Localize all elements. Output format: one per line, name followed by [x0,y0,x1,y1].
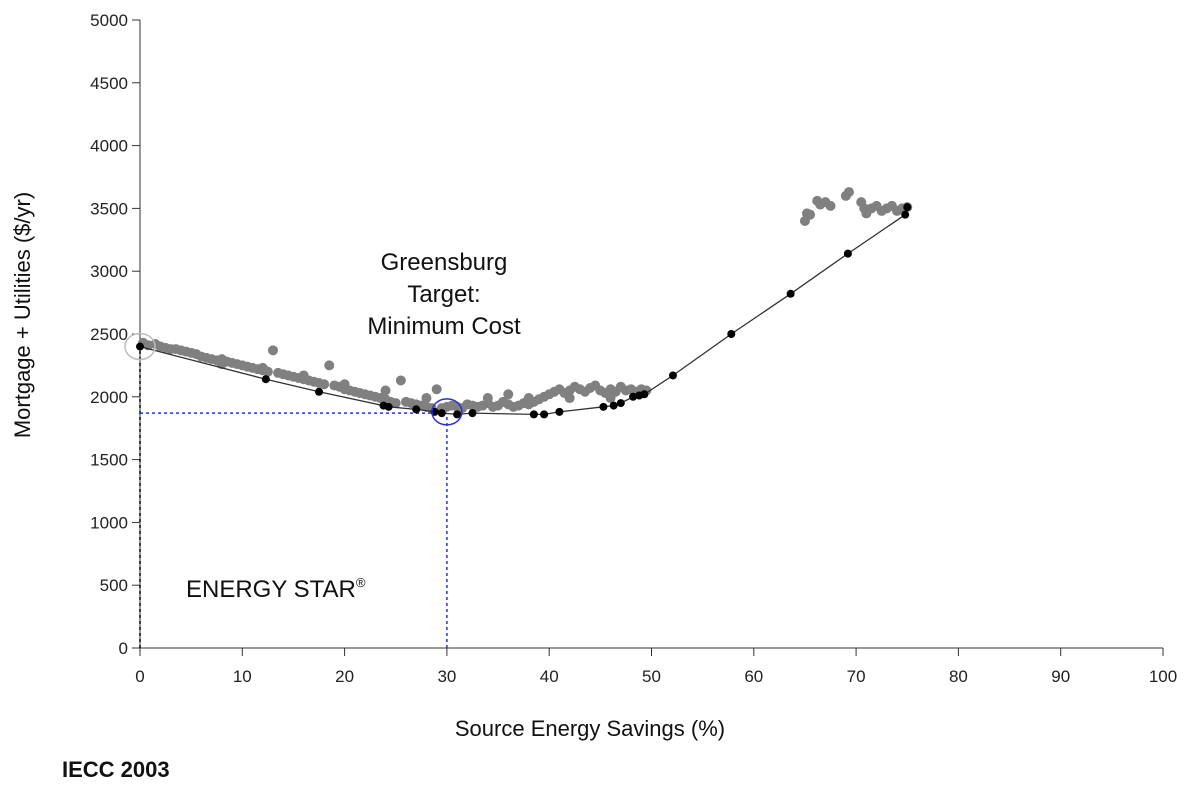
black-data-point [844,250,852,258]
y-tick-label: 4500 [90,74,128,93]
y-tick-label: 2500 [90,325,128,344]
gray-data-point [844,187,854,197]
annotation-iecc: IECC 2003 [62,757,170,782]
x-tick-label: 0 [135,667,144,686]
black-data-point [530,410,538,418]
x-tick-label: 90 [1051,667,1070,686]
x-axis-title: Source Energy Savings (%) [455,716,725,741]
annotation-greensburg-line2: Target: [407,281,480,308]
black-data-point [599,403,607,411]
annotation-greensburg-line1: Greensburg [381,249,508,276]
gray-data-point [299,370,309,380]
x-tick-label: 100 [1149,667,1177,686]
black-data-point [901,211,909,219]
black-data-point [727,330,735,338]
x-tick-label: 30 [437,667,456,686]
x-tick-label: 20 [335,667,354,686]
black-data-point [669,371,677,379]
series-black-points [136,203,911,418]
black-data-point [610,402,618,410]
gray-data-point [340,379,350,389]
black-data-point [136,343,144,351]
black-data-point [903,203,911,211]
gray-data-point [381,386,391,396]
gray-data-point [319,379,329,389]
black-data-point [262,375,270,383]
x-tick-label: 80 [949,667,968,686]
x-tick-label: 60 [744,667,763,686]
black-data-point [787,290,795,298]
black-data-point [640,390,648,398]
y-tick-label: 3000 [90,262,128,281]
black-data-point [438,409,446,417]
x-tick-label: 10 [233,667,252,686]
y-tick-label: 3500 [90,199,128,218]
minimum-cost-line [140,207,907,414]
black-data-point [412,405,420,413]
gray-data-point [606,393,616,403]
black-data-point [555,408,563,416]
y-tick-label: 1000 [90,513,128,532]
black-data-point [468,409,476,417]
gray-data-point [524,393,534,403]
gray-data-point [258,363,268,373]
y-tick-label: 500 [100,576,128,595]
gray-data-point [324,360,334,370]
series-gray-points [138,187,912,413]
annotation-energy-star: ENERGY STAR® [186,575,366,603]
x-tick-label: 50 [642,667,661,686]
y-tick-label: 4000 [90,137,128,156]
gray-data-point [421,393,431,403]
gray-data-point [805,210,815,220]
gray-data-point [503,389,513,399]
black-data-point [315,388,323,396]
x-tick-label: 40 [540,667,559,686]
y-tick-label: 1500 [90,451,128,470]
gray-data-point [826,201,836,211]
gray-data-point [268,345,278,355]
gray-data-point [396,375,406,385]
black-data-point [540,410,548,418]
gray-data-point [483,393,493,403]
annotation-greensburg-line3: Minimum Cost [367,313,521,340]
black-data-point [617,399,625,407]
energy-star-text: ENERGY STAR [186,576,356,603]
gray-data-point [565,393,575,403]
gray-data-point [432,384,442,394]
energy-star-mark: ® [356,575,366,590]
black-data-point [385,403,393,411]
y-tick-label: 2000 [90,388,128,407]
x-tick-label: 70 [847,667,866,686]
y-axis-title: Mortgage + Utilities ($/yr) [10,192,35,438]
y-tick-label: 0 [119,639,128,658]
y-tick-label: 5000 [90,11,128,30]
